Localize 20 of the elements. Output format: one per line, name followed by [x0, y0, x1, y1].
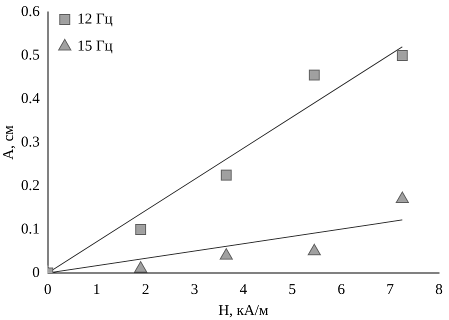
x-tick-label: 0: [44, 282, 52, 298]
y-tick-label: 0.2: [21, 178, 40, 194]
y-tick-label: 0: [32, 264, 40, 281]
y-tick-label: 0.3: [21, 134, 40, 150]
x-tick-label: 7: [386, 282, 394, 298]
x-tick-label: 8: [435, 282, 443, 298]
y-tick-label: 0.6: [21, 4, 40, 20]
y-tick-label: 0.1: [21, 221, 40, 238]
x-tick-label: 3: [190, 282, 198, 298]
x-tick-label: 4: [240, 282, 248, 298]
x-tick-label: 5: [288, 282, 296, 298]
legend-label: 15 Гц: [77, 38, 113, 54]
legend-label: 12 Гц: [77, 11, 113, 28]
x-tick-label: 1: [92, 282, 100, 298]
x-tick-label: 2: [142, 282, 150, 298]
y-tick-label: 0.5: [21, 47, 40, 64]
x-tick-label: 6: [337, 282, 346, 298]
y-tick-label: 0.4: [21, 90, 40, 107]
x-axis-title: H, кА/м: [218, 302, 269, 319]
y-axis-title: A, см: [0, 124, 17, 160]
